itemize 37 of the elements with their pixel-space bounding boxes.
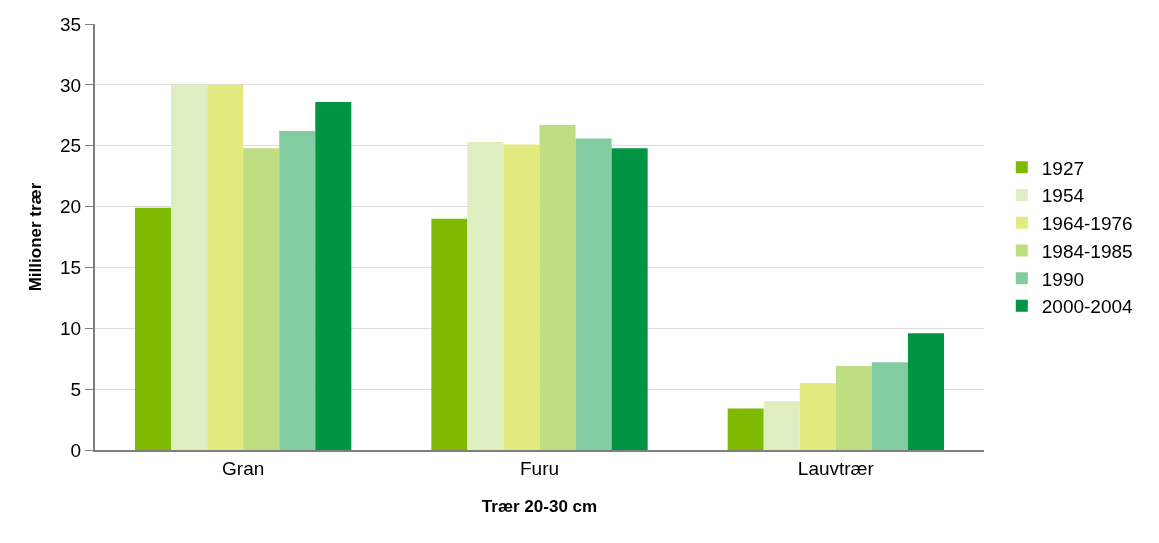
- y-tick-label: 5: [70, 378, 82, 400]
- y-tick-label: 0: [70, 439, 82, 461]
- bar: [763, 401, 800, 450]
- bar: [575, 138, 612, 450]
- bar: [315, 101, 352, 450]
- y-tick-label: 10: [60, 317, 82, 339]
- bar: [243, 148, 280, 450]
- bar: [207, 84, 244, 450]
- y-tick-label: 25: [60, 135, 82, 157]
- bar: [871, 362, 908, 450]
- bar: [467, 142, 504, 450]
- y-tick-label: 15: [60, 257, 82, 279]
- x-tick-label: Lauvtrær: [797, 457, 875, 479]
- y-tick-label: 35: [60, 13, 82, 35]
- x-tick-label: Gran: [222, 457, 265, 479]
- bar: [431, 218, 468, 450]
- legend-label: 1954: [1041, 185, 1085, 207]
- bar: [135, 207, 172, 450]
- legend-label: 1984-1985: [1041, 240, 1133, 262]
- x-axis-title: Trær 20-30 cm: [481, 496, 598, 516]
- bar: [907, 333, 944, 450]
- legend-label: 1964-1976: [1041, 213, 1133, 235]
- bar: [503, 144, 540, 450]
- bar: [279, 131, 316, 450]
- bar: [799, 383, 836, 450]
- bar: [611, 148, 648, 450]
- legend-label: 1990: [1041, 268, 1085, 290]
- y-tick-label: 20: [60, 196, 82, 218]
- y-tick-label: 30: [60, 74, 82, 96]
- bar: [539, 125, 576, 450]
- legend-label: 1927: [1041, 157, 1085, 179]
- bar: [727, 408, 764, 450]
- x-tick-label: Furu: [519, 457, 560, 479]
- y-axis-title: Millioner trær: [26, 182, 46, 292]
- legend-label: 2000-2004: [1041, 296, 1134, 318]
- bar: [835, 366, 872, 450]
- bar: [171, 84, 208, 450]
